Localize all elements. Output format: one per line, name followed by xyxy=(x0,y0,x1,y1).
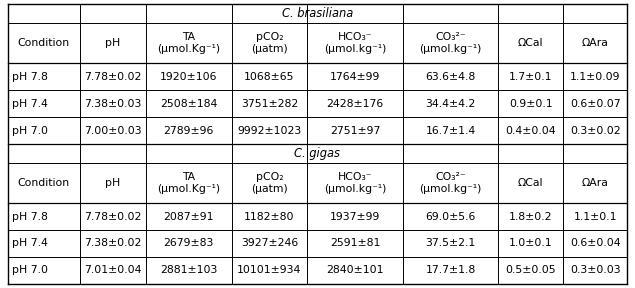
Text: 3751±282: 3751±282 xyxy=(241,99,298,109)
Text: 10101±934: 10101±934 xyxy=(237,265,302,275)
Text: pH 7.0: pH 7.0 xyxy=(12,126,48,136)
Text: pH: pH xyxy=(105,38,121,48)
Text: 1.8±0.2: 1.8±0.2 xyxy=(509,211,552,221)
Text: Condition: Condition xyxy=(18,178,70,188)
Text: 2087±91: 2087±91 xyxy=(163,211,214,221)
Text: 1.0±0.1: 1.0±0.1 xyxy=(509,238,552,248)
Text: 0.6±0.07: 0.6±0.07 xyxy=(570,99,620,109)
Text: 2789±96: 2789±96 xyxy=(164,126,214,136)
Text: 7.38±0.03: 7.38±0.03 xyxy=(84,99,142,109)
Text: TA
(μmol.Kg⁻¹): TA (μmol.Kg⁻¹) xyxy=(157,33,220,54)
Text: ΩCal: ΩCal xyxy=(518,38,544,48)
Text: 0.3±0.02: 0.3±0.02 xyxy=(570,126,620,136)
Text: 2428±176: 2428±176 xyxy=(326,99,384,109)
Text: pH 7.8: pH 7.8 xyxy=(12,72,48,82)
Text: 7.01±0.04: 7.01±0.04 xyxy=(84,265,142,275)
Text: 17.7±1.8: 17.7±1.8 xyxy=(425,265,476,275)
Text: CO₃²⁻
(μmol.kg⁻¹): CO₃²⁻ (μmol.kg⁻¹) xyxy=(419,172,482,194)
Text: pH 7.8: pH 7.8 xyxy=(12,211,48,221)
Text: 7.78±0.02: 7.78±0.02 xyxy=(84,211,142,221)
Text: ΩCal: ΩCal xyxy=(518,178,544,188)
Text: 1764±99: 1764±99 xyxy=(330,72,380,82)
Text: 3927±246: 3927±246 xyxy=(241,238,298,248)
Text: TA
(μmol.Kg⁻¹): TA (μmol.Kg⁻¹) xyxy=(157,172,220,194)
Text: 2751±97: 2751±97 xyxy=(330,126,380,136)
Text: 7.78±0.02: 7.78±0.02 xyxy=(84,72,142,82)
Text: 1068±65: 1068±65 xyxy=(244,72,295,82)
Text: 2679±83: 2679±83 xyxy=(164,238,214,248)
Text: 0.4±0.04: 0.4±0.04 xyxy=(505,126,556,136)
Text: 34.4±4.2: 34.4±4.2 xyxy=(425,99,476,109)
Text: 0.9±0.1: 0.9±0.1 xyxy=(509,99,552,109)
Text: 7.00±0.03: 7.00±0.03 xyxy=(84,126,142,136)
Text: CO₃²⁻
(μmol.kg⁻¹): CO₃²⁻ (μmol.kg⁻¹) xyxy=(419,33,482,54)
Text: 9992±1023: 9992±1023 xyxy=(237,126,302,136)
Text: 16.7±1.4: 16.7±1.4 xyxy=(425,126,476,136)
Text: 1.7±0.1: 1.7±0.1 xyxy=(509,72,552,82)
Text: pCO₂
(μatm): pCO₂ (μatm) xyxy=(251,172,288,194)
Text: 37.5±2.1: 37.5±2.1 xyxy=(425,238,476,248)
Text: 2591±81: 2591±81 xyxy=(330,238,380,248)
Text: 1920±106: 1920±106 xyxy=(160,72,218,82)
Text: 69.0±5.6: 69.0±5.6 xyxy=(425,211,476,221)
Text: 2881±103: 2881±103 xyxy=(160,265,217,275)
Text: 2840±101: 2840±101 xyxy=(326,265,384,275)
Text: pH: pH xyxy=(105,178,121,188)
Text: HCO₃⁻
(μmol.kg⁻¹): HCO₃⁻ (μmol.kg⁻¹) xyxy=(324,33,386,54)
Text: pH 7.4: pH 7.4 xyxy=(12,99,48,109)
Text: pCO₂
(μatm): pCO₂ (μatm) xyxy=(251,33,288,54)
Text: 7.38±0.02: 7.38±0.02 xyxy=(84,238,142,248)
Text: ΩAra: ΩAra xyxy=(582,178,608,188)
Text: 2508±184: 2508±184 xyxy=(160,99,217,109)
Text: pH 7.4: pH 7.4 xyxy=(12,238,48,248)
Text: C. brasiliana: C. brasiliana xyxy=(282,7,353,20)
Text: ΩAra: ΩAra xyxy=(582,38,608,48)
Text: 0.5±0.05: 0.5±0.05 xyxy=(505,265,556,275)
Text: 1182±80: 1182±80 xyxy=(244,211,295,221)
Text: Condition: Condition xyxy=(18,38,70,48)
Text: pH 7.0: pH 7.0 xyxy=(12,265,48,275)
Text: 63.6±4.8: 63.6±4.8 xyxy=(425,72,476,82)
Text: 1937±99: 1937±99 xyxy=(330,211,380,221)
Text: 1.1±0.09: 1.1±0.09 xyxy=(570,72,620,82)
Text: 1.1±0.1: 1.1±0.1 xyxy=(573,211,617,221)
Text: 0.3±0.03: 0.3±0.03 xyxy=(570,265,620,275)
Text: C. gigas: C. gigas xyxy=(295,147,340,160)
Text: HCO₃⁻
(μmol.kg⁻¹): HCO₃⁻ (μmol.kg⁻¹) xyxy=(324,172,386,194)
Text: 0.6±0.04: 0.6±0.04 xyxy=(570,238,620,248)
